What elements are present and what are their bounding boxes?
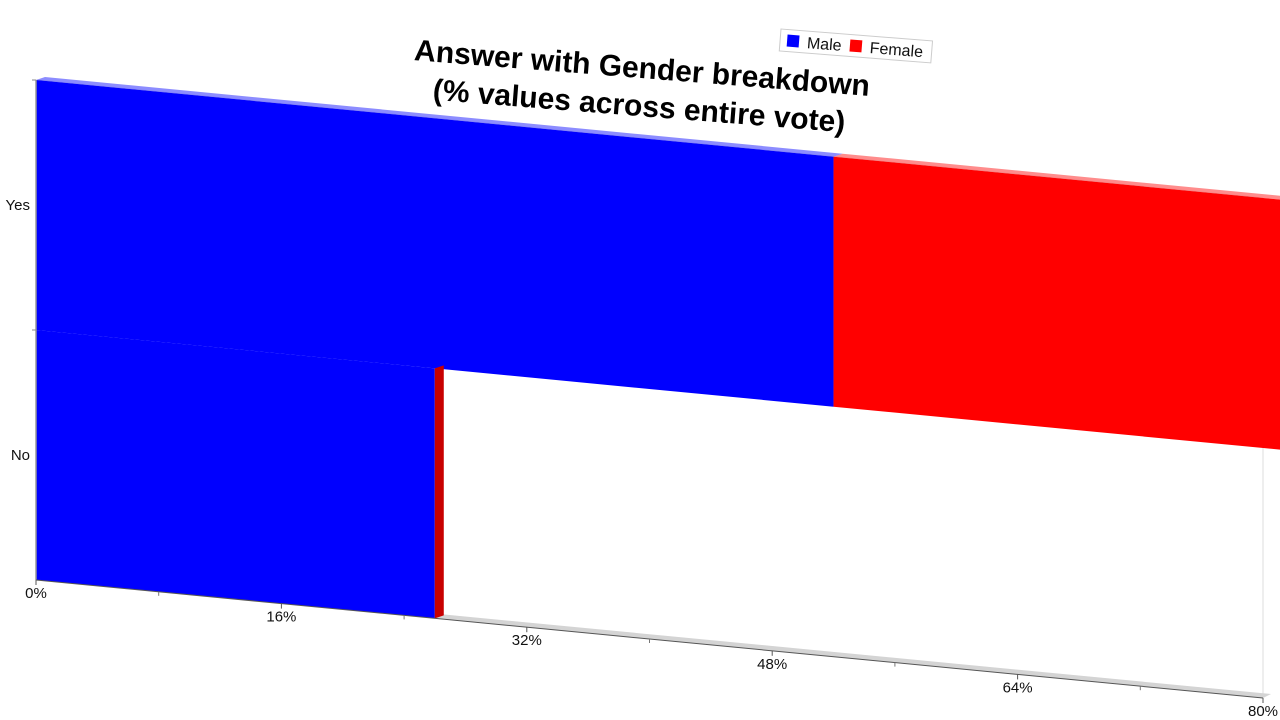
y-tick-label: No — [11, 447, 30, 464]
legend-swatch-female — [849, 39, 863, 53]
bar — [833, 153, 1280, 450]
bar-top — [36, 327, 444, 369]
bar-face — [36, 80, 834, 407]
bars — [36, 77, 1280, 619]
x-tick-label: 32% — [512, 632, 542, 649]
legend-swatch-male — [786, 34, 800, 48]
bar-top — [36, 77, 843, 157]
bar — [36, 327, 444, 619]
y-tick-label: Yes — [6, 197, 30, 214]
x-tick-label: 0% — [25, 585, 47, 602]
bar-top — [833, 153, 1280, 200]
axes: Yes No 0% 16% 32% 48% 64% 80% — [6, 79, 1278, 720]
bar-face — [833, 156, 1280, 450]
bar-face — [36, 330, 435, 619]
x-tick-label: 16% — [266, 609, 296, 626]
bar-side — [434, 365, 444, 619]
x-tick-label: 64% — [1003, 679, 1033, 696]
x-tick-label: 48% — [757, 656, 787, 673]
x-tick-label: 80% — [1248, 703, 1278, 720]
bar — [36, 77, 843, 407]
legend: Male Female — [778, 28, 934, 64]
legend-label-male: Male — [806, 35, 842, 55]
legend-label-female: Female — [869, 40, 924, 61]
